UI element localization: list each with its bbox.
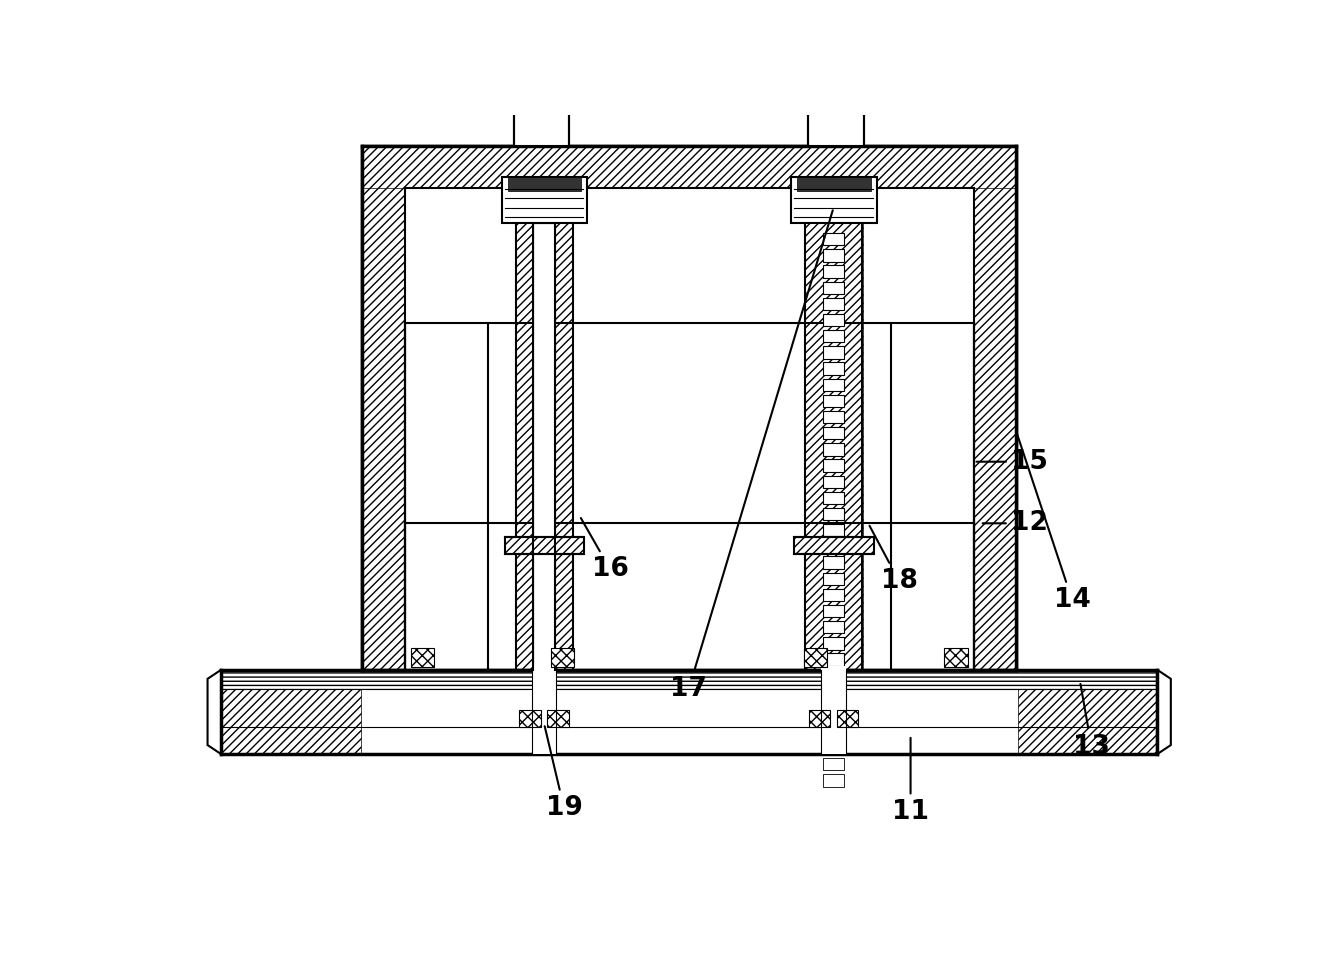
- Bar: [551, 648, 574, 667]
- Bar: [516, 223, 574, 670]
- Bar: [534, 223, 555, 674]
- Bar: [823, 281, 844, 294]
- Bar: [945, 648, 968, 667]
- Bar: [513, 102, 570, 146]
- Bar: [411, 648, 434, 667]
- Bar: [532, 665, 556, 755]
- Bar: [222, 670, 360, 755]
- Text: 15: 15: [977, 448, 1048, 474]
- Bar: [741, 324, 813, 670]
- Bar: [804, 648, 828, 667]
- Polygon shape: [1157, 670, 1171, 755]
- Bar: [823, 347, 844, 358]
- Bar: [823, 572, 844, 585]
- Bar: [891, 324, 973, 670]
- Bar: [823, 395, 844, 407]
- Bar: [823, 362, 844, 374]
- Bar: [222, 670, 1157, 755]
- Bar: [823, 330, 844, 343]
- Text: 18: 18: [870, 526, 918, 594]
- Text: 11: 11: [892, 738, 929, 825]
- Bar: [505, 538, 585, 554]
- Bar: [823, 250, 844, 261]
- Bar: [1017, 670, 1157, 755]
- Bar: [792, 177, 876, 223]
- Bar: [823, 637, 844, 650]
- Bar: [809, 710, 831, 728]
- Bar: [405, 188, 973, 670]
- Text: 16: 16: [581, 518, 629, 583]
- Bar: [823, 540, 844, 553]
- Bar: [508, 177, 581, 191]
- Bar: [823, 621, 844, 634]
- Bar: [564, 324, 638, 670]
- Bar: [823, 492, 844, 504]
- Bar: [823, 444, 844, 456]
- Bar: [519, 710, 540, 728]
- Bar: [823, 588, 844, 601]
- Bar: [823, 524, 844, 537]
- Bar: [821, 665, 845, 755]
- Bar: [823, 233, 844, 246]
- Bar: [501, 177, 587, 223]
- Bar: [405, 324, 488, 670]
- Bar: [805, 223, 863, 670]
- Bar: [836, 710, 859, 728]
- Bar: [547, 710, 569, 728]
- Bar: [823, 427, 844, 440]
- Bar: [823, 314, 844, 326]
- Bar: [363, 146, 405, 670]
- Bar: [797, 177, 871, 191]
- Polygon shape: [207, 670, 222, 755]
- Bar: [363, 146, 1016, 188]
- Bar: [808, 102, 864, 146]
- Bar: [222, 670, 1157, 689]
- Bar: [823, 654, 844, 665]
- Bar: [823, 378, 844, 391]
- Text: 14: 14: [1017, 434, 1090, 613]
- Bar: [823, 298, 844, 310]
- Bar: [823, 475, 844, 488]
- Bar: [823, 758, 844, 771]
- Text: 17: 17: [671, 210, 833, 702]
- Bar: [363, 146, 1016, 670]
- Text: 12: 12: [982, 511, 1048, 537]
- Bar: [823, 265, 844, 277]
- Bar: [823, 460, 844, 471]
- Bar: [823, 508, 844, 520]
- Bar: [823, 775, 844, 786]
- Bar: [823, 557, 844, 568]
- Bar: [973, 146, 1016, 670]
- Bar: [823, 411, 844, 423]
- Text: 19: 19: [544, 726, 582, 821]
- Bar: [823, 605, 844, 617]
- Bar: [794, 538, 874, 554]
- Text: 13: 13: [1073, 684, 1110, 759]
